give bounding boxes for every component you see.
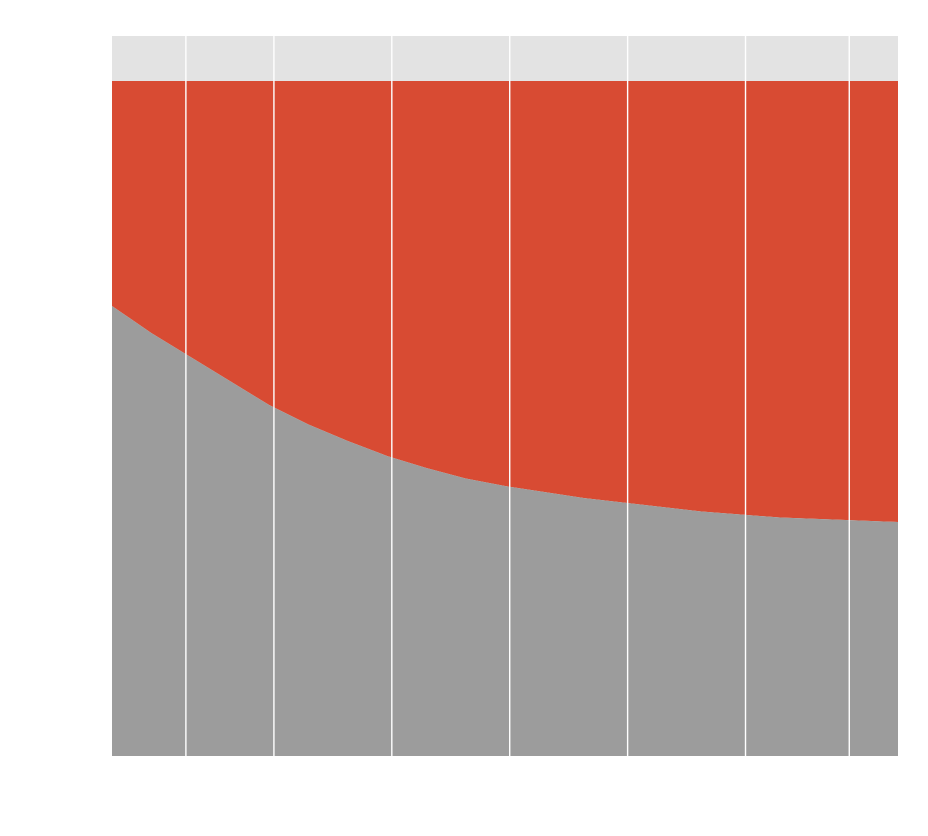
capacity-chart (0, 0, 928, 836)
plot-top-band (112, 36, 898, 81)
